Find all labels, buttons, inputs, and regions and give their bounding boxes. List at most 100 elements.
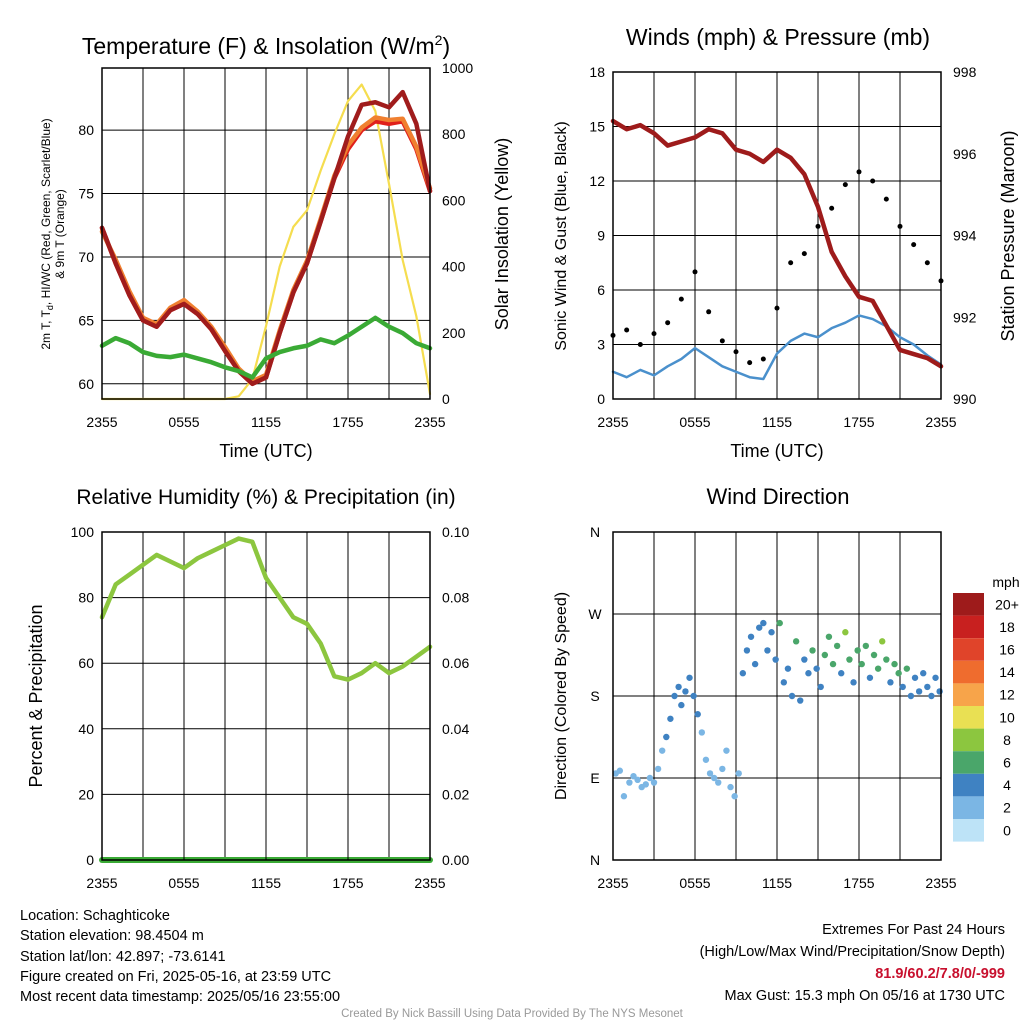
temperature-ticks: 2355 0555 1155 1755 235560657075800200400600…: [78, 60, 473, 430]
legend-swatch: [953, 638, 984, 661]
x-tick-label: 1155: [762, 414, 792, 430]
y-tick-label: 12: [589, 173, 605, 189]
gust-point: [911, 242, 917, 248]
legend-label: 14: [999, 664, 1015, 680]
legend-label: 10: [999, 709, 1015, 725]
y-right-tick-label: 400: [442, 259, 466, 275]
direction-point: [825, 633, 833, 640]
direction-point: [686, 674, 693, 681]
humidity-grid: [102, 532, 430, 860]
y-tick-label: 60: [78, 655, 94, 671]
gust-point: [897, 223, 903, 229]
legend-label: 8: [1003, 732, 1011, 748]
temperature-y-label-line2: & 9m T (Orange): [53, 189, 67, 279]
direction-point: [879, 638, 886, 645]
humidity-y-label: Percent & Precipitation: [26, 604, 46, 787]
direction-point: [727, 783, 734, 791]
series-line-station-pressure: [610, 118, 944, 369]
direction-point: [756, 624, 763, 631]
y-right-tick-label: 992: [953, 309, 977, 325]
speed-legend-title: mph: [992, 574, 1019, 590]
y-right-tick-label: 0.06: [442, 655, 469, 671]
extremes-legend: (High/Low/Max Wind/Precipitation/Snow De…: [699, 944, 1005, 960]
y-tick-label: 0: [597, 391, 605, 407]
gust-point: [788, 260, 794, 266]
y-tick-label: W: [588, 606, 602, 622]
direction-point: [764, 647, 771, 654]
direction-ticks: 2355 0555 1155 1755 2355 N E S W N: [588, 524, 956, 891]
y-right-tick-label: 0.02: [442, 786, 469, 802]
winds-x-label: Time (UTC): [730, 441, 823, 461]
direction-point: [706, 770, 714, 777]
direction-point: [723, 747, 730, 754]
winds-ticks: 2355 0555 1155 1755 2355 0 3 6 9 12 15 18 990 992 994 9…: [589, 64, 976, 430]
station-info: Location: Schaghticoke Station elevation…: [20, 906, 340, 1007]
series-line-hi-wc: [99, 89, 433, 387]
direction-point: [682, 688, 689, 695]
temperature-y-label: 2m T, Td, HI/WC (Red, Green, Scarlet/Blu…: [39, 118, 55, 349]
gust-point: [774, 305, 780, 311]
direction-point: [813, 665, 820, 672]
direction-point: [768, 629, 775, 636]
y-tick-label: 70: [78, 249, 94, 265]
y-tick-label: N: [590, 524, 600, 540]
legend-label: 18: [999, 619, 1015, 635]
legend-label: 16: [999, 642, 1015, 658]
x-tick-label: 2355: [925, 875, 956, 891]
x-tick-label: 1755: [332, 875, 363, 891]
x-tick-label: 1155: [251, 414, 281, 430]
y-right-tick-label: 994: [953, 228, 977, 244]
gust-point: [719, 338, 725, 344]
y-tick-label: 80: [78, 122, 94, 138]
gust-point: [856, 169, 862, 175]
direction-point: [646, 774, 654, 782]
x-tick-label: 2355: [597, 414, 628, 430]
direction-point: [788, 692, 796, 700]
y-right-tick-label: 600: [442, 192, 466, 208]
max-gust: Max Gust: 15.3 mph On 05/16 at 1730 UTC: [724, 988, 1005, 1004]
gust-point: [637, 342, 643, 347]
direction-point: [663, 733, 670, 741]
gust-point: [829, 205, 835, 211]
x-tick-label: 1155: [762, 875, 792, 891]
direction-point: [735, 770, 742, 777]
winds-series: [610, 118, 944, 381]
legend-swatch: [953, 796, 984, 819]
winds-panel: Winds (mph) & Pressure (mb) 2355 0555 1155…: [553, 24, 1018, 461]
temperature-x-label: Time (UTC): [219, 441, 312, 461]
y-right-tick-label: 1000: [442, 60, 473, 76]
direction-grid: [613, 532, 941, 860]
direction-point: [854, 647, 861, 654]
direction-title: Wind Direction: [706, 484, 849, 509]
y-tick-label: 3: [597, 337, 605, 353]
y-tick-label: 80: [78, 590, 94, 606]
legend-swatch: [953, 706, 984, 729]
y-right-tick-label: 0.04: [442, 721, 469, 737]
gust-point: [706, 309, 712, 315]
winds-y-right-label: Station Pressure (Maroon): [998, 130, 1018, 341]
x-tick-label: 1755: [843, 875, 874, 891]
extremes-title: Extremes For Past 24 Hours: [822, 922, 1005, 938]
y-tick-label: 40: [78, 721, 94, 737]
direction-point: [694, 711, 701, 718]
station-location: Location: Schaghticoke: [20, 908, 170, 924]
direction-point: [821, 651, 829, 659]
y-tick-label: 75: [78, 186, 94, 202]
direction-point: [654, 765, 662, 773]
x-tick-label: 2355: [597, 875, 628, 891]
legend-label: 6: [1003, 755, 1011, 771]
legend-label: 20+: [995, 596, 1019, 612]
direction-point: [616, 767, 624, 774]
direction-point: [747, 633, 755, 640]
direction-point: [866, 674, 874, 681]
y-tick-label: 20: [78, 786, 94, 802]
direction-point: [928, 692, 935, 700]
credit-line: Created By Nick Bassill Using Data Provi…: [341, 1008, 683, 1020]
x-tick-label: 0555: [168, 414, 199, 430]
x-tick-label: 2355: [414, 875, 445, 891]
y-right-tick-label: 998: [953, 64, 977, 80]
direction-point: [719, 765, 726, 773]
direction-point: [702, 756, 710, 763]
direction-point: [870, 651, 878, 659]
direction-y-label: Direction (Colored By Speed): [553, 592, 570, 800]
